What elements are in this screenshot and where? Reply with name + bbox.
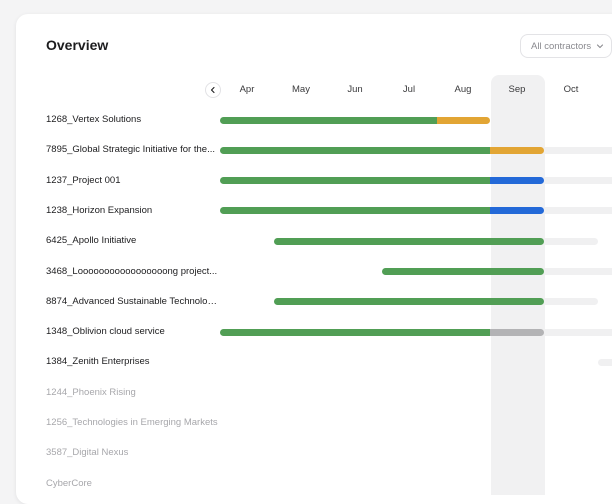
bar-segment-green <box>220 116 437 124</box>
current-month-highlight <box>491 75 545 495</box>
bar-segment-orange <box>490 146 544 154</box>
timeline-track <box>536 237 598 245</box>
month-label-jul: Jul <box>402 84 416 95</box>
project-timeline-bar[interactable] <box>220 177 544 185</box>
timeline-track <box>536 146 612 154</box>
bar-segment-green <box>220 146 490 154</box>
project-label[interactable]: 1256_Technologies in Emerging Markets <box>46 417 218 428</box>
filter-label: All contractors <box>531 40 592 52</box>
project-timeline-bar[interactable] <box>274 298 544 306</box>
project-label[interactable]: 1238_Horizon Expansion <box>46 204 153 216</box>
timeline-track <box>536 177 612 185</box>
bar-segment-blue <box>490 177 544 185</box>
bar-segment-green <box>274 237 544 245</box>
timeline-track <box>536 298 598 306</box>
bar-segment-green <box>220 207 490 215</box>
bar-segment-orange <box>437 116 490 124</box>
bar-segment-green <box>220 328 490 336</box>
bar-segment-green <box>382 268 544 275</box>
project-label[interactable]: 1348_Oblivion cloud service <box>46 326 165 338</box>
project-label[interactable]: 1268_Vertex Solutions <box>46 114 142 125</box>
month-label-sep: Sep <box>508 84 526 95</box>
timeline-track <box>536 328 612 336</box>
project-timeline-bar[interactable] <box>274 237 544 245</box>
bar-segment-gray <box>490 328 544 336</box>
project-label[interactable]: 6425_Apollo Initiative <box>46 235 137 247</box>
month-label-may: May <box>292 84 310 95</box>
chevron-down-icon <box>597 44 604 49</box>
project-label[interactable]: 1384_Zenith Enterprises <box>46 356 150 368</box>
project-timeline-bar[interactable] <box>382 268 544 275</box>
chevron-left-icon <box>210 86 215 94</box>
project-label[interactable]: 1237_Project 001 <box>46 174 121 186</box>
bar-segment-green <box>220 177 490 185</box>
project-label[interactable]: 3468_Looooooooooooooooong project... <box>46 265 218 277</box>
project-label[interactable]: 8874_Advanced Sustainable Technolog... <box>46 295 218 307</box>
bar-segment-green <box>274 298 544 306</box>
project-label[interactable]: 1244_Phoenix Rising <box>46 386 136 398</box>
project-label[interactable]: CyberCore <box>46 477 92 489</box>
timeline-track <box>598 358 612 366</box>
page-title: Overview <box>46 37 109 53</box>
month-label-jun: Jun <box>347 84 363 95</box>
month-label-apr: Apr <box>239 84 255 95</box>
project-timeline-bar[interactable] <box>220 207 544 215</box>
project-timeline-bar[interactable] <box>220 146 544 154</box>
project-timeline-bar[interactable] <box>220 328 544 336</box>
month-label-oct: Oct <box>563 84 579 95</box>
bar-segment-blue <box>490 207 544 215</box>
month-label-aug: Aug <box>454 84 472 95</box>
project-timeline-bar[interactable] <box>220 116 490 124</box>
project-label[interactable]: 7895_Global Strategic Initiative for the… <box>46 144 215 156</box>
timeline-track <box>536 268 612 275</box>
project-label[interactable]: 3587_Digital Nexus <box>46 447 129 459</box>
timeline-track <box>536 207 612 215</box>
previous-period-button[interactable] <box>205 82 221 98</box>
contractor-filter-dropdown[interactable]: All contractors <box>520 34 612 58</box>
